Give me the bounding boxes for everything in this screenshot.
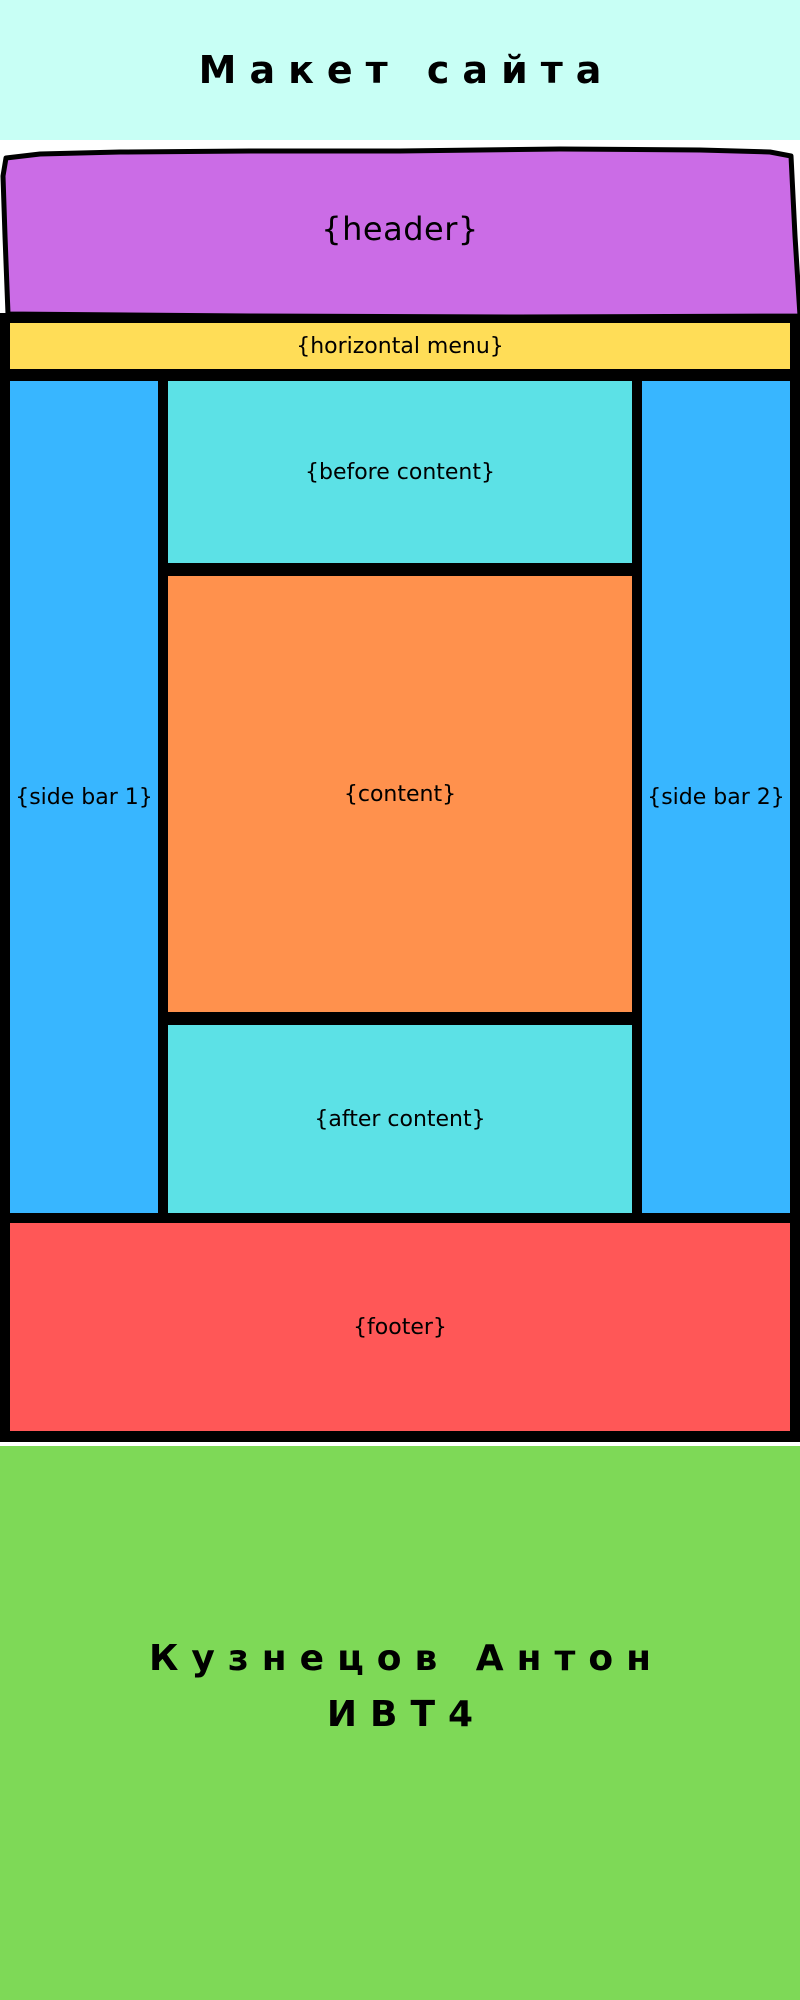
author-banner: Кузнецов Антон ИВТ4 [0,1446,800,2000]
author-name: Кузнецов Антон [148,1638,665,1679]
site-layout-diagram: {header} {horizontal menu} {side bar 1} … [0,146,800,1446]
header-block: {header} [321,209,479,248]
header-shape [0,146,800,320]
content-block: {content} [168,576,632,1012]
footer-block: {footer} [10,1223,790,1431]
side-bar-1-block: {side bar 1} [10,381,158,1213]
side-bar-2-block: {side bar 2} [642,381,790,1213]
before-content-block: {before content} [168,381,632,563]
after-content-block: {after content} [168,1025,632,1213]
page-title: Макет сайта [198,48,615,92]
horizontal-menu-block: {horizontal menu} [10,323,790,369]
title-banner: Макет сайта [0,0,800,140]
author-group: ИВТ4 [326,1694,487,1735]
author-info: Кузнецов Антон ИВТ4 [0,1631,800,1743]
